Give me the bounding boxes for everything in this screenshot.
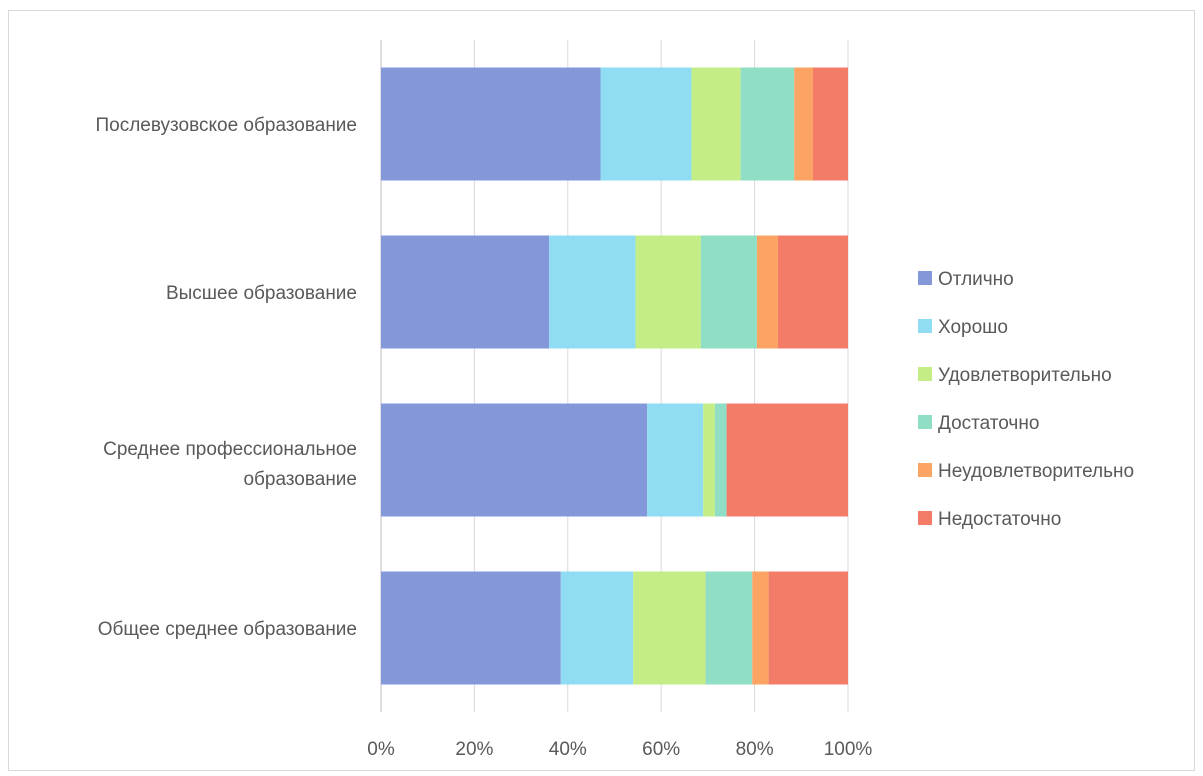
- bar-segment-достаточно: [705, 571, 753, 685]
- legend-label: Отлично: [938, 269, 1014, 290]
- category-label: Послевузовское образование: [96, 115, 358, 136]
- legend-swatch: [918, 511, 932, 525]
- x-tick-label: 0%: [367, 739, 395, 760]
- bar-segment-неудовлетворительно: [756, 235, 778, 349]
- bar-segment-недостаточно: [777, 235, 848, 349]
- bar-segment-хорошо: [560, 571, 634, 685]
- legend-swatch: [918, 271, 932, 285]
- category-label: Среднее профессиональное образование: [103, 439, 357, 490]
- x-tick-label: 100%: [824, 739, 873, 760]
- legend-swatch: [918, 319, 932, 333]
- bar-group-0: [381, 67, 848, 181]
- legend-item-отлично: Отлично: [918, 269, 1014, 290]
- bar-group-1: [381, 235, 848, 349]
- bar-segment-достаточно: [740, 67, 795, 181]
- legend-swatch: [918, 415, 932, 429]
- bar-segment-хорошо: [647, 403, 704, 517]
- bar-segment-недостаточно: [812, 67, 848, 181]
- bar-segment-удовлетворительно: [635, 235, 701, 349]
- bar-segment-отлично: [381, 235, 550, 349]
- legend-swatch: [918, 463, 932, 477]
- bar-segment-отлично: [381, 403, 648, 517]
- x-tick-label: 20%: [455, 739, 493, 760]
- bar-segment-удовлетворительно: [691, 67, 741, 181]
- bar-group-2: [381, 403, 848, 517]
- x-tick-label: 40%: [549, 739, 587, 760]
- bar-segment-достаточно: [700, 235, 757, 349]
- legend-item-удовлетворительно: Удовлетворительно: [918, 365, 1112, 386]
- x-tick-label: 60%: [642, 739, 680, 760]
- x-tick-label: 80%: [736, 739, 774, 760]
- legend-item-неудовлетворительно: Неудовлетворительно: [918, 461, 1134, 482]
- bar-segment-недостаточно: [768, 571, 848, 685]
- category-label: Общее среднее образование: [98, 619, 357, 640]
- bars-layer: [381, 67, 848, 685]
- category-label-line: образование: [243, 469, 357, 490]
- bar-segment-хорошо: [600, 67, 692, 181]
- legend-label: Недостаточно: [938, 509, 1061, 530]
- bar-segment-неудовлетворительно: [752, 571, 769, 685]
- legend-label: Удовлетворительно: [938, 365, 1112, 386]
- legend-item-хорошо: Хорошо: [918, 317, 1008, 338]
- legend-label: Хорошо: [938, 317, 1008, 338]
- bar-segment-недостаточно: [726, 403, 848, 517]
- legend: Отлично Хорошо Удовлетворительно Достаточно…: [918, 269, 1134, 530]
- legend-swatch: [918, 367, 932, 381]
- legend-label: Неудовлетворительно: [938, 461, 1134, 482]
- legend-label: Достаточно: [938, 413, 1039, 434]
- bar-segment-отлично: [381, 67, 601, 181]
- bar-segment-хорошо: [549, 235, 636, 349]
- category-label-line: Среднее профессиональное: [103, 439, 357, 460]
- y-axis-categories: Послевузовское образование Высшее образов…: [96, 115, 358, 640]
- x-axis-ticks: 0% 20% 40% 60% 80% 100%: [367, 739, 872, 760]
- bar-segment-удовлетворительно: [633, 571, 706, 685]
- bar-segment-отлично: [381, 571, 561, 685]
- bar-group-3: [381, 571, 848, 685]
- category-label: Высшее образование: [166, 283, 357, 304]
- legend-item-достаточно: Достаточно: [918, 413, 1039, 434]
- bar-segment-удовлетворительно: [703, 403, 715, 517]
- bar-segment-неудовлетворительно: [794, 67, 813, 181]
- bar-segment-достаточно: [714, 403, 727, 517]
- legend-item-недостаточно: Недостаточно: [918, 509, 1061, 530]
